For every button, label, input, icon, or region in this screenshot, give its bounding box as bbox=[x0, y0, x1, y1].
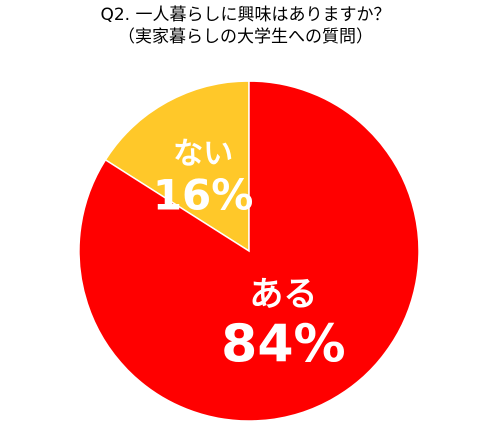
pie-slice-nai bbox=[104, 80, 250, 253]
slice-category-label: ある bbox=[249, 275, 317, 315]
slice-value-label: 84% bbox=[221, 315, 345, 375]
chart-title: Q2. 一人暮らしに興味はありますか？ bbox=[100, 5, 391, 25]
pie-slice-aru bbox=[78, 80, 420, 422]
slice-category-label: ない bbox=[173, 137, 233, 172]
chart-subtitle: （実家暮らしの大学生への質問） bbox=[118, 27, 373, 47]
chart-title-block: Q2. 一人暮らしに興味はありますか？ （実家暮らしの大学生への質問） bbox=[0, 4, 491, 48]
slice-value-label: 16% bbox=[153, 171, 254, 220]
